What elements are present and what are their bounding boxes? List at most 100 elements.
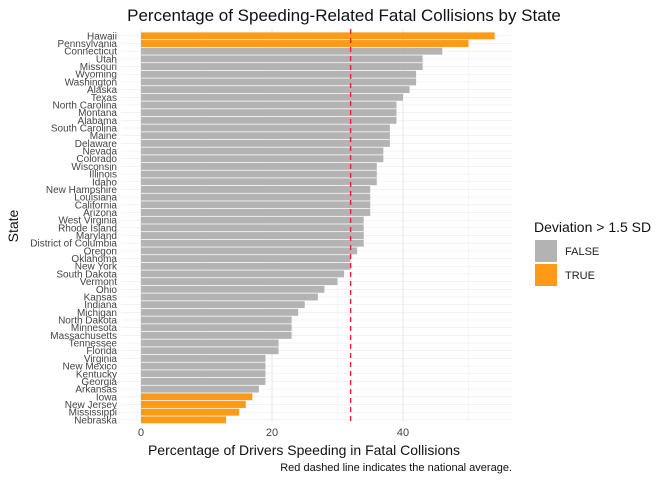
bar [141,193,371,201]
y-tick-label: Maine [90,131,118,142]
y-tick-label: Wyoming [75,70,117,81]
bars [141,32,495,424]
bar [141,308,299,316]
y-tick-label: Connecticut [64,47,117,58]
bar [141,209,371,216]
y-tick-label: Tennessee [69,339,118,350]
y-tick-label: Hawaii [87,31,117,42]
y-tick-label: Texas [91,93,117,104]
bar [141,86,410,94]
bar [141,255,351,263]
y-tick-label: West Virginia [58,216,117,227]
bar [141,109,397,117]
y-tick-label: Montana [78,108,117,119]
y-tick-label: North Dakota [58,316,117,327]
bar [141,224,364,232]
legend-swatch-true [535,264,557,286]
y-tick-label: Idaho [92,177,117,188]
bar [141,32,495,40]
bar [141,324,292,332]
bar [141,247,358,255]
bar [141,70,417,78]
bar [141,354,266,362]
y-tick-label: Wisconsin [71,162,117,173]
x-tick-labels: 0 20 40 [138,427,409,439]
bar [141,239,364,247]
bar [141,201,371,209]
bar [141,347,279,355]
y-tick-label: Massachusetts [50,331,117,342]
bar [141,55,423,63]
y-tick-label: Michigan [77,308,117,319]
y-tick-label: Kansas [84,292,117,303]
y-tick-label: Colorado [76,154,117,165]
bar [141,416,227,424]
y-tick-label: Pennsylvania [58,39,118,50]
y-tick-label: Oklahoma [71,254,117,265]
y-tick-label: Vermont [80,277,117,288]
y-tick-label: Minnesota [71,323,118,334]
y-tick-label: Alabama [78,116,118,127]
y-tick-label: Georgia [81,377,117,388]
bar [141,401,246,408]
caption: Red dashed line indicates the national a… [280,462,512,474]
x-tick-label: 0 [138,427,144,439]
y-tick-label: Utah [96,54,117,65]
bar [141,93,403,101]
bar [141,185,371,193]
bar [141,408,240,416]
y-tick-label: Nevada [83,147,118,158]
bar [141,278,338,286]
y-tick-label: District of Columbia [30,239,117,250]
x-axis-title: Percentage of Drivers Speeding in Fatal … [148,442,460,458]
y-tick-label: New Jersey [65,400,117,411]
y-tick-label: New Mexico [63,362,118,373]
y-tick-label: Ohio [96,285,118,296]
y-tick-labels: HawaiiPennsylvaniaConnecticutUtahMissour… [30,31,118,426]
legend: Deviation > 1.5 SD FALSE TRUE [534,219,651,286]
bar [141,316,292,324]
y-tick-label: Missouri [80,62,117,73]
legend-label-true: TRUE [565,270,595,282]
y-tick-label: Delaware [75,139,118,150]
y-tick-label: California [75,200,118,211]
x-tick-label: 40 [397,427,409,439]
y-tick-label: Virginia [84,354,118,365]
y-tick-label: New Hampshire [46,185,118,196]
y-tick-label: Alaska [87,85,117,96]
y-tick-label: Louisiana [74,193,117,204]
y-tick-label: Kentucky [76,369,117,380]
bar [141,331,292,339]
bar [141,285,325,293]
y-tick-label: Maryland [76,231,117,242]
bar [141,262,351,270]
y-tick-label: Illinois [89,170,117,181]
bar [141,216,364,224]
bar [141,162,377,170]
bar [141,270,345,278]
bar [141,147,384,155]
y-tick-label: Mississippi [69,408,117,419]
bar [141,116,397,124]
y-tick-label: Nebraska [74,415,117,426]
x-tick-label: 20 [266,427,278,439]
bar [141,339,279,347]
y-axis-title: State [5,209,21,242]
bar [141,377,266,385]
bar [141,139,390,147]
bar [141,101,397,109]
y-tick-label: Arkansas [75,385,117,396]
bar [141,170,377,178]
bar [141,124,390,132]
bar [141,178,377,186]
bar [141,370,266,378]
y-tick-label: North Carolina [53,100,118,111]
chart-title: Percentage of Speeding-Related Fatal Col… [127,6,561,25]
bar [141,132,390,140]
y-tick-label: Rhode Island [58,223,117,234]
bar [141,301,305,309]
bar [141,63,423,71]
y-tick-label: South Dakota [56,269,117,280]
